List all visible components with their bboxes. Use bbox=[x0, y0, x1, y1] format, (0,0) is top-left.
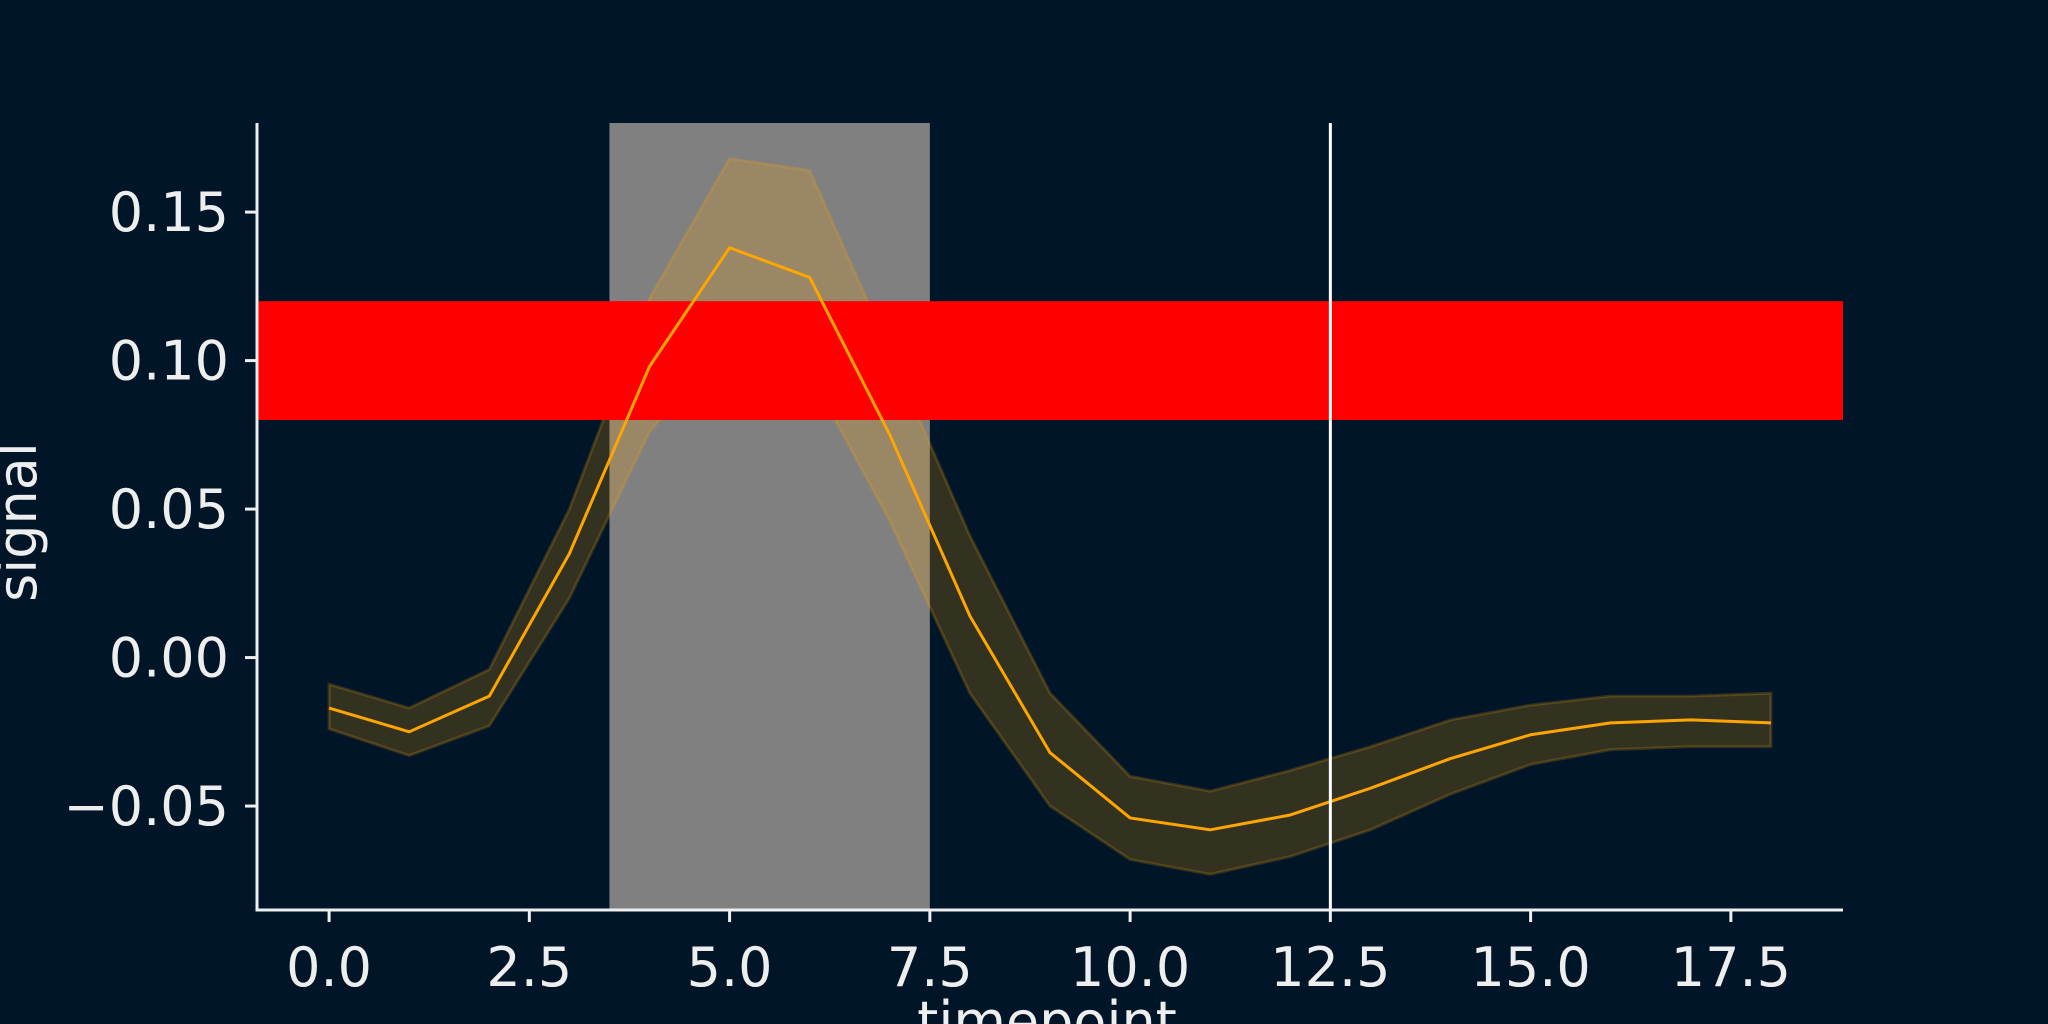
x-tick-label: 10.0 bbox=[1070, 936, 1190, 999]
x-tick-label: 17.5 bbox=[1671, 936, 1791, 999]
y-tick-label: 0.00 bbox=[109, 627, 229, 690]
x-tick-label: 2.5 bbox=[486, 936, 572, 999]
y-tick-label: 0.10 bbox=[109, 330, 229, 393]
y-tick-label: −0.05 bbox=[64, 775, 229, 838]
vertical-span-highlight bbox=[609, 123, 930, 910]
x-tick-label: 7.5 bbox=[887, 936, 973, 999]
x-axis-title: timepoint bbox=[917, 990, 1177, 1024]
y-tick-label: 0.05 bbox=[109, 478, 229, 541]
horizontal-band-highlight bbox=[257, 301, 1843, 420]
x-tick-label: 15.0 bbox=[1470, 936, 1590, 999]
y-axis-title: signal bbox=[0, 442, 49, 602]
series-line bbox=[328, 246, 1771, 832]
y-tick-label: 0.15 bbox=[109, 181, 229, 244]
x-tick-label: 5.0 bbox=[687, 936, 773, 999]
x-tick-label: 0.0 bbox=[286, 936, 372, 999]
x-tick-label: 12.5 bbox=[1270, 936, 1390, 999]
confidence-band bbox=[327, 157, 1773, 876]
